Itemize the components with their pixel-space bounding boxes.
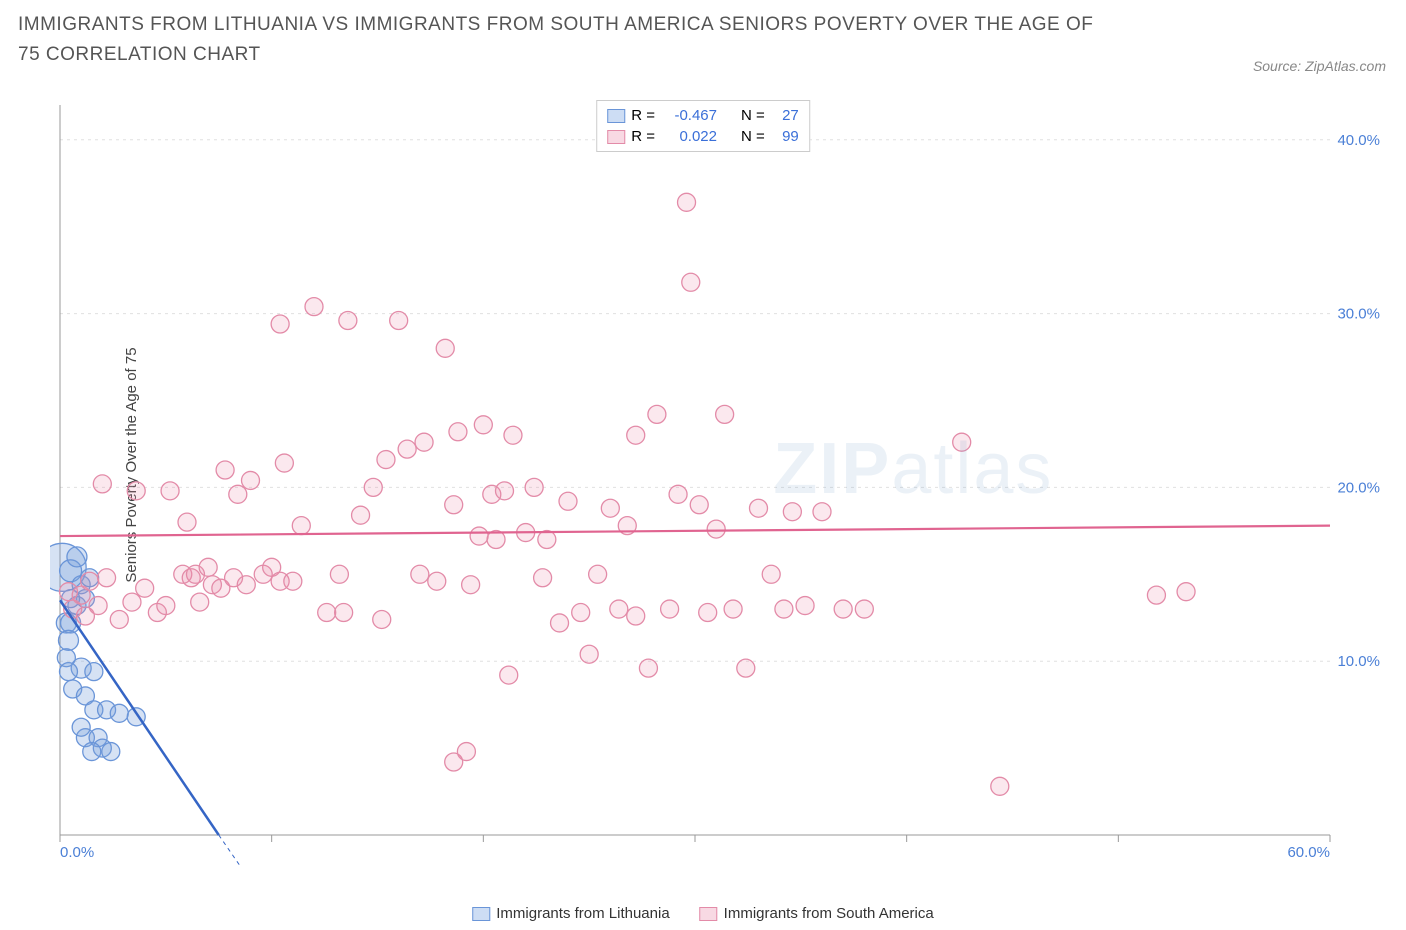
svg-text:60.0%: 60.0% xyxy=(1287,844,1330,861)
svg-text:40.0%: 40.0% xyxy=(1337,132,1380,149)
source-attribution: Source: ZipAtlas.com xyxy=(1253,58,1386,74)
stats-legend: R = -0.467 N = 27 R = 0.022 N = 99 xyxy=(596,100,810,152)
n-label: N = xyxy=(741,105,765,126)
legend-swatch xyxy=(607,130,625,144)
r-value: 0.022 xyxy=(661,126,717,147)
n-label: N = xyxy=(741,126,765,147)
svg-text:0.0%: 0.0% xyxy=(60,844,94,861)
legend-swatch xyxy=(607,109,625,123)
watermark-light: atlas xyxy=(891,429,1053,509)
legend-swatch xyxy=(472,907,490,921)
legend-label: Immigrants from Lithuania xyxy=(496,905,669,922)
svg-text:10.0%: 10.0% xyxy=(1337,653,1380,670)
svg-text:30.0%: 30.0% xyxy=(1337,306,1380,323)
n-value: 99 xyxy=(771,126,799,147)
legend-swatch xyxy=(700,907,718,921)
r-label: R = xyxy=(631,126,655,147)
legend-item: Immigrants from Lithuania xyxy=(472,905,669,922)
r-value: -0.467 xyxy=(661,105,717,126)
scatter-plot: 0.0% 60.0% 10.0% 20.0% 30.0% 40.0% xyxy=(50,95,1390,865)
legend-label: Immigrants from South America xyxy=(724,905,934,922)
series-legend: Immigrants from Lithuania Immigrants from… xyxy=(472,905,933,922)
stats-row: R = -0.467 N = 27 xyxy=(607,105,799,126)
watermark: ZIPatlas xyxy=(773,428,1053,510)
watermark-bold: ZIP xyxy=(773,429,891,509)
legend-item: Immigrants from South America xyxy=(700,905,934,922)
svg-text:20.0%: 20.0% xyxy=(1337,479,1380,496)
chart-title: IMMIGRANTS FROM LITHUANIA VS IMMIGRANTS … xyxy=(18,10,1118,71)
n-value: 27 xyxy=(771,105,799,126)
r-label: R = xyxy=(631,105,655,126)
stats-row: R = 0.022 N = 99 xyxy=(607,126,799,147)
